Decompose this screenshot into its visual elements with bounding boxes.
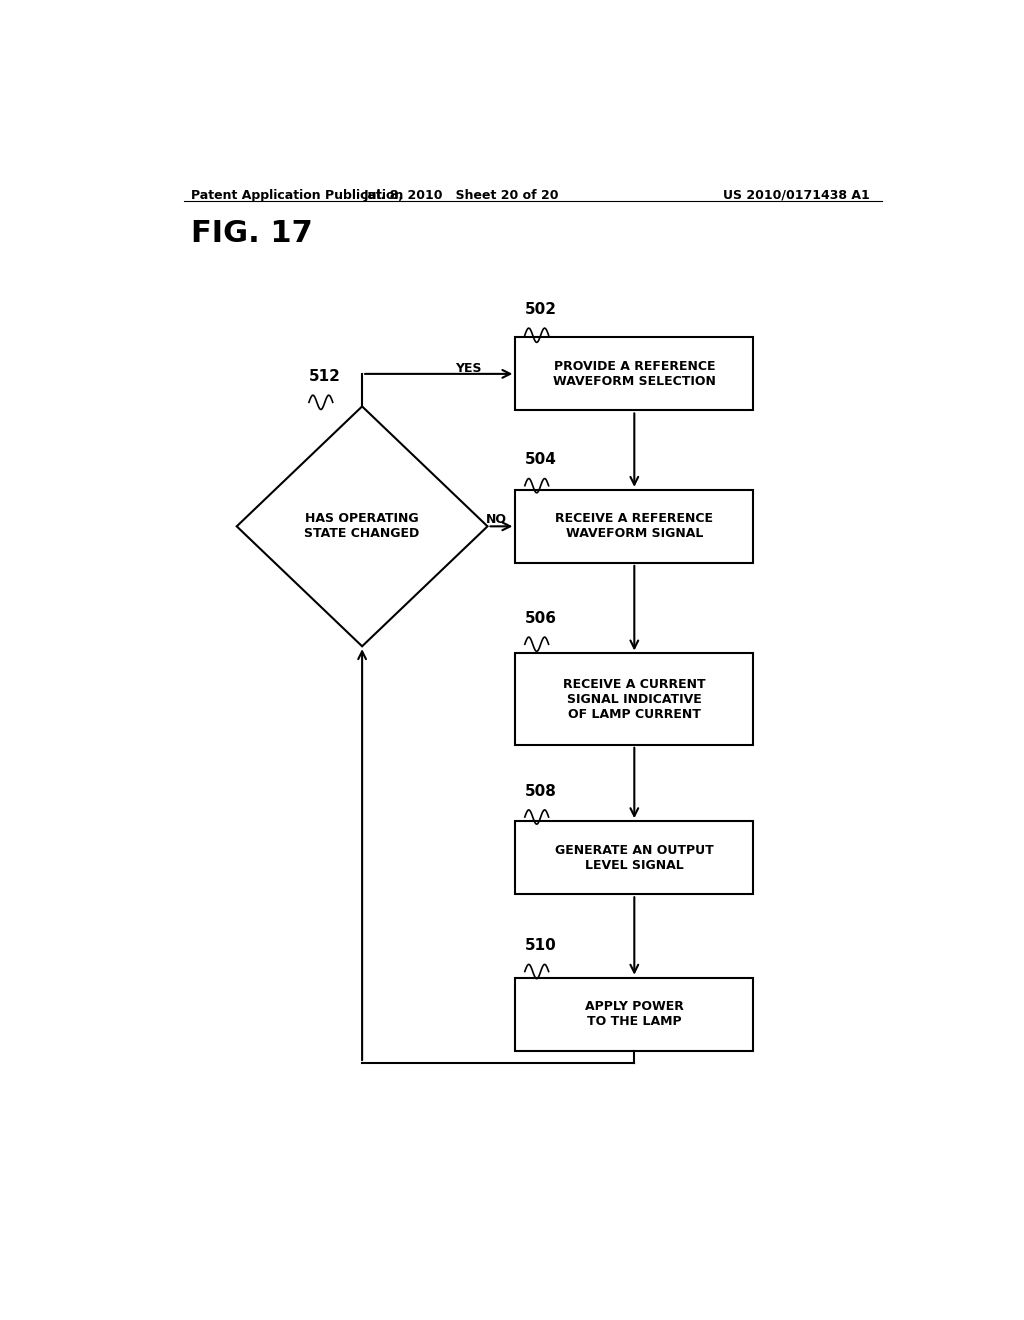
- FancyBboxPatch shape: [515, 490, 754, 562]
- Text: 502: 502: [524, 302, 557, 317]
- Text: Patent Application Publication: Patent Application Publication: [191, 189, 403, 202]
- FancyBboxPatch shape: [515, 653, 754, 744]
- Text: GENERATE AN OUTPUT
LEVEL SIGNAL: GENERATE AN OUTPUT LEVEL SIGNAL: [555, 843, 714, 871]
- Text: RECEIVE A REFERENCE
WAVEFORM SIGNAL: RECEIVE A REFERENCE WAVEFORM SIGNAL: [555, 512, 714, 540]
- Text: 510: 510: [524, 939, 557, 953]
- Text: Jul. 8, 2010   Sheet 20 of 20: Jul. 8, 2010 Sheet 20 of 20: [364, 189, 559, 202]
- Polygon shape: [237, 407, 487, 647]
- Text: 512: 512: [309, 370, 341, 384]
- FancyBboxPatch shape: [515, 978, 754, 1051]
- Text: FIG. 17: FIG. 17: [191, 219, 313, 248]
- Text: 506: 506: [524, 611, 557, 626]
- Text: RECEIVE A CURRENT
SIGNAL INDICATIVE
OF LAMP CURRENT: RECEIVE A CURRENT SIGNAL INDICATIVE OF L…: [563, 677, 706, 721]
- Text: PROVIDE A REFERENCE
WAVEFORM SELECTION: PROVIDE A REFERENCE WAVEFORM SELECTION: [553, 360, 716, 388]
- Text: APPLY POWER
TO THE LAMP: APPLY POWER TO THE LAMP: [585, 1001, 684, 1028]
- Text: HAS OPERATING
STATE CHANGED: HAS OPERATING STATE CHANGED: [304, 512, 420, 540]
- FancyBboxPatch shape: [515, 821, 754, 894]
- FancyBboxPatch shape: [515, 338, 754, 411]
- Text: US 2010/0171438 A1: US 2010/0171438 A1: [723, 189, 870, 202]
- Text: 508: 508: [524, 784, 557, 799]
- Text: 504: 504: [524, 453, 557, 467]
- Text: YES: YES: [455, 362, 481, 375]
- Text: NO: NO: [486, 512, 507, 525]
